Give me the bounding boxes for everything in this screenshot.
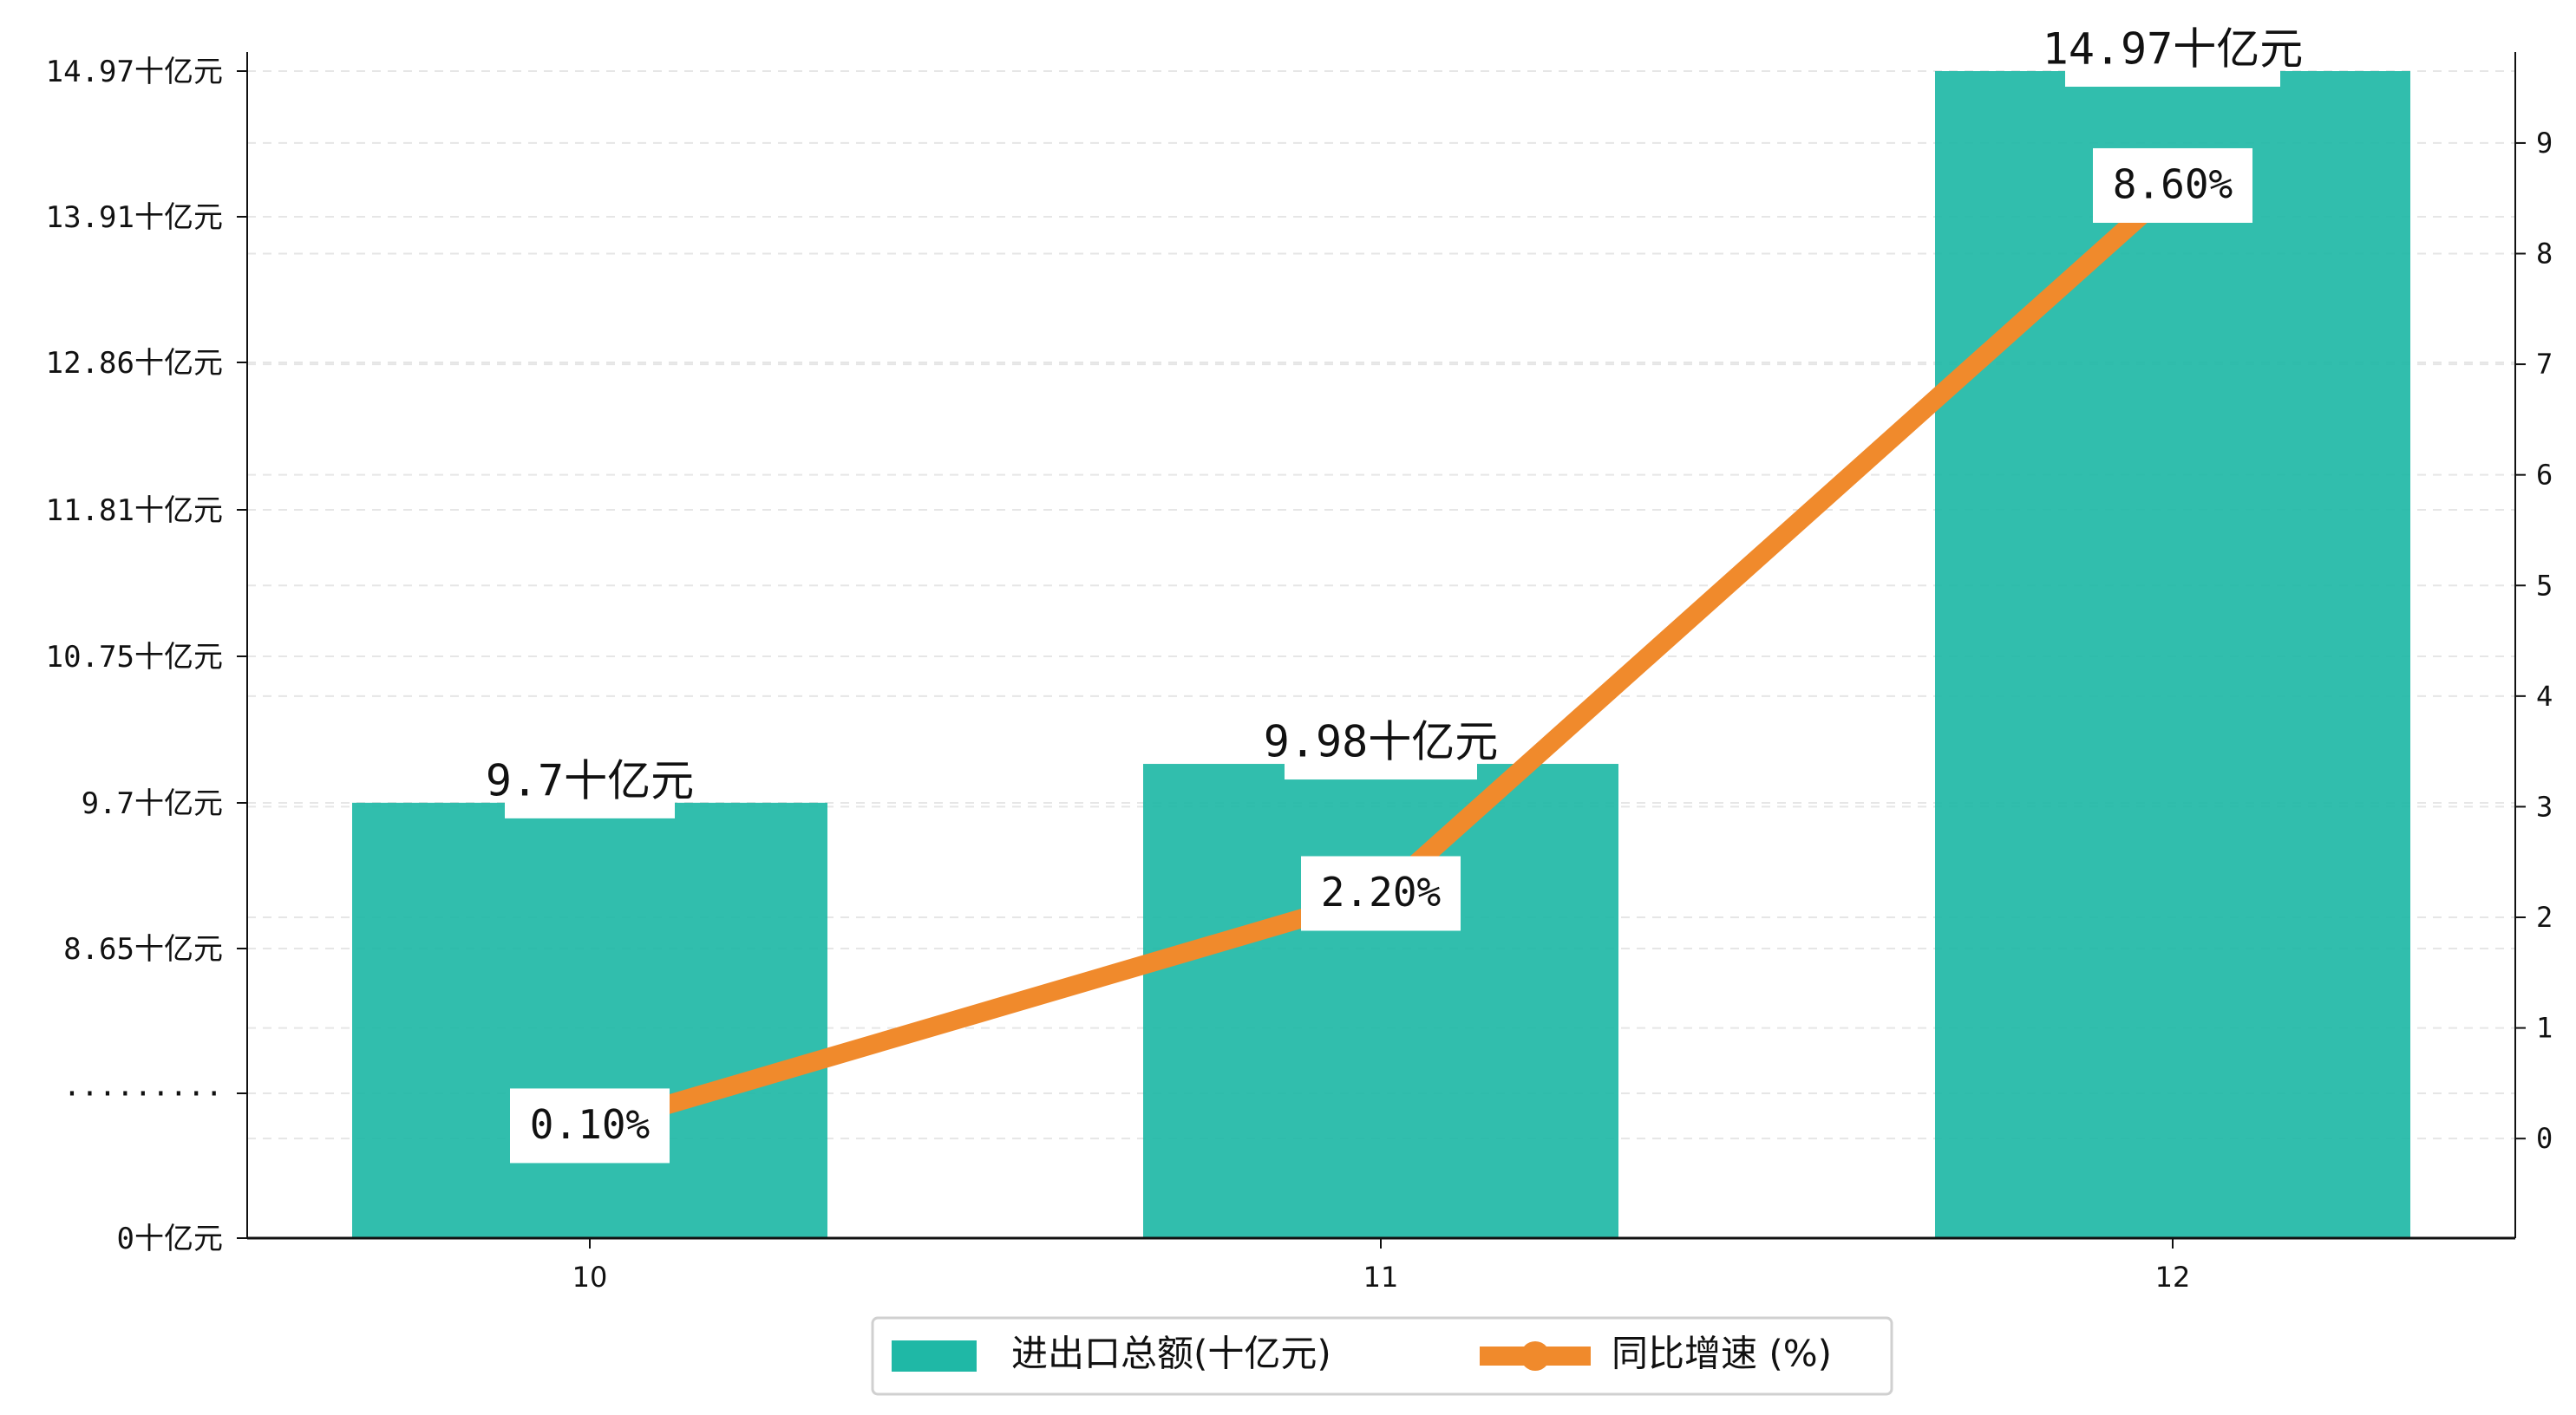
- bar-11: [1143, 764, 1618, 1238]
- legend-box: [871, 1316, 1893, 1396]
- line-value-label-bg: [2093, 147, 2252, 223]
- data-labels: 9.7十亿元 9.98十亿元 14.97十亿元 0.10% 2.20% 8.60%: [486, 17, 2304, 1164]
- line-value-label: 2.20%: [1321, 869, 1441, 916]
- bar-10: [352, 802, 827, 1238]
- y-tick-label-left: 13.91十亿元: [46, 200, 223, 235]
- y-tick-label-right: 0: [2536, 1122, 2553, 1155]
- bar-value-label: 14.97十亿元: [2043, 24, 2304, 75]
- y-tick-label-right: 3: [2536, 790, 2553, 823]
- y-tick-label-right: 8: [2536, 238, 2553, 271]
- x-tick-label: 12: [2155, 1261, 2191, 1294]
- line-value-label: 8.60%: [2113, 160, 2233, 207]
- bar-series: [352, 71, 2410, 1238]
- axes: 0十亿元 ········· 8.65十亿元 9.7十亿元 10.75十亿元 11.81十…: [46, 52, 2553, 1294]
- y-tick-label-right: 5: [2536, 569, 2553, 602]
- y-tick-label-right: 4: [2536, 680, 2553, 713]
- y-tick-label-right: 7: [2536, 348, 2553, 381]
- x-tick-label: 11: [1363, 1261, 1399, 1294]
- legend: 进出口总额(十亿元) 同比增速 (%): [871, 1316, 1893, 1396]
- legend-swatch-marker: [1520, 1341, 1550, 1371]
- y-tick-label-left: 10.75十亿元: [46, 640, 223, 675]
- bar-value-label-bg: [505, 748, 675, 818]
- y-tick-label-left: ·········: [63, 1077, 223, 1112]
- y-tick-label-right: 9: [2536, 127, 2553, 160]
- x-tick-label: 10: [572, 1261, 608, 1294]
- y-tick-label-left: 14.97十亿元: [46, 55, 223, 89]
- bar-value-label: 9.7十亿元: [486, 755, 694, 805]
- y-tick-label-left: 8.65十亿元: [63, 932, 223, 967]
- line-value-label-bg: [1301, 856, 1461, 931]
- y-tick-label-left: 9.7十亿元: [82, 786, 223, 821]
- bar-value-label-bg: [2065, 17, 2280, 87]
- bar-value-label: 9.98十亿元: [1264, 717, 1498, 767]
- y-tick-label-right: 2: [2536, 901, 2553, 934]
- y-tick-label-right: 6: [2536, 459, 2553, 492]
- y-tick-label-left: 12.86十亿元: [46, 346, 223, 381]
- y-tick-label-left: 0十亿元: [117, 1222, 223, 1256]
- bar-12: [1935, 71, 2410, 1238]
- legend-label-bar: 进出口总额(十亿元): [1011, 1333, 1331, 1375]
- line-value-label: 0.10%: [530, 1101, 650, 1148]
- y-tick-label-right: 1: [2536, 1012, 2553, 1045]
- legend-label-line: 同比增速 (%): [1612, 1333, 1832, 1375]
- y-tick-label-left: 11.81十亿元: [46, 493, 223, 528]
- line-value-label-bg: [510, 1088, 670, 1164]
- legend-swatch-bar: [892, 1340, 977, 1372]
- bar-value-label-bg: [1285, 710, 1477, 780]
